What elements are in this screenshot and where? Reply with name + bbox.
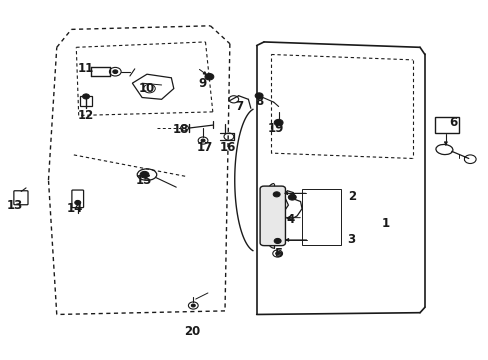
Text: 17: 17 bbox=[196, 141, 212, 154]
Circle shape bbox=[75, 201, 81, 205]
Text: 8: 8 bbox=[254, 95, 263, 108]
Text: 10: 10 bbox=[139, 82, 155, 95]
Text: 12: 12 bbox=[78, 109, 94, 122]
Circle shape bbox=[288, 194, 296, 200]
Circle shape bbox=[255, 93, 263, 99]
Circle shape bbox=[113, 70, 118, 73]
Text: 1: 1 bbox=[381, 216, 389, 230]
Circle shape bbox=[204, 73, 213, 80]
FancyBboxPatch shape bbox=[260, 186, 285, 246]
Circle shape bbox=[274, 238, 281, 243]
Bar bbox=[80, 96, 92, 107]
Text: 18: 18 bbox=[173, 123, 189, 136]
Text: 15: 15 bbox=[135, 174, 151, 187]
Text: 4: 4 bbox=[286, 213, 294, 226]
Circle shape bbox=[275, 252, 279, 255]
Bar bbox=[434, 117, 458, 134]
Circle shape bbox=[274, 120, 283, 126]
Bar bbox=[302, 189, 340, 244]
Text: 11: 11 bbox=[78, 62, 94, 75]
Circle shape bbox=[273, 192, 280, 197]
Text: 13: 13 bbox=[6, 199, 22, 212]
Text: 20: 20 bbox=[184, 325, 200, 338]
Text: 2: 2 bbox=[347, 190, 355, 203]
Text: 5: 5 bbox=[274, 247, 282, 260]
Text: 3: 3 bbox=[346, 233, 354, 246]
Circle shape bbox=[201, 139, 204, 142]
Circle shape bbox=[82, 94, 89, 99]
Text: 6: 6 bbox=[448, 116, 456, 129]
Text: 9: 9 bbox=[198, 77, 206, 90]
Text: 14: 14 bbox=[67, 202, 83, 215]
Text: 7: 7 bbox=[235, 100, 243, 113]
Text: 16: 16 bbox=[219, 141, 235, 154]
Circle shape bbox=[191, 304, 195, 307]
Circle shape bbox=[140, 171, 149, 178]
Text: 19: 19 bbox=[267, 122, 284, 135]
